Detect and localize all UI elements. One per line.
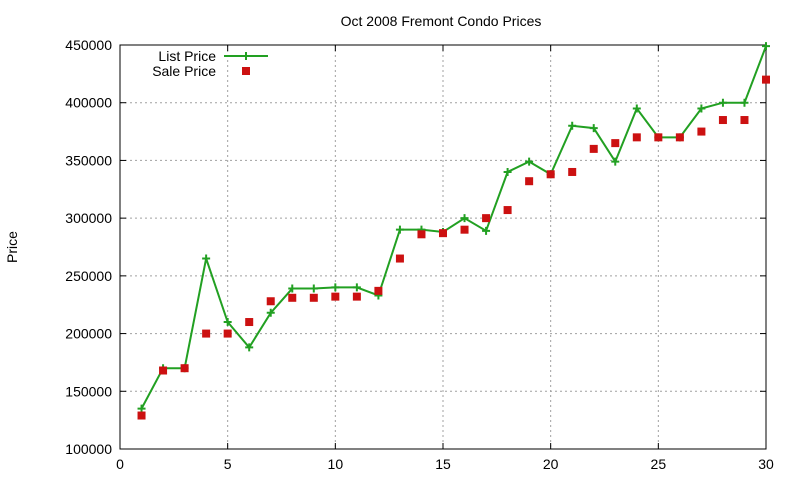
sale-price-point <box>331 292 340 301</box>
x-tick-label: 10 <box>328 456 344 472</box>
sale-price-point <box>137 411 146 420</box>
sale-price-point <box>202 329 211 338</box>
y-tick-label: 250000 <box>65 268 112 284</box>
sale-price-point <box>482 214 491 223</box>
y-tick-label: 200000 <box>65 326 112 342</box>
sale-price-point <box>439 229 447 238</box>
x-tick-label: 30 <box>758 456 774 472</box>
x-tick-label: 20 <box>543 456 559 472</box>
x-tick-label: 5 <box>224 456 232 472</box>
y-tick-label: 150000 <box>65 383 112 399</box>
plot-frame <box>119 44 767 450</box>
list-price-point <box>202 254 211 263</box>
sale-price-point <box>740 116 749 125</box>
sale-price-point <box>503 206 512 215</box>
sale-price-point <box>611 139 620 148</box>
list-price-point <box>352 283 361 292</box>
list-price-point <box>395 225 404 234</box>
list-price-point <box>740 98 749 107</box>
list-price-point <box>762 42 770 51</box>
sale-price-point <box>546 170 555 179</box>
sale-price-point <box>223 329 232 338</box>
series-layer <box>137 42 770 420</box>
grid-lines <box>120 45 766 449</box>
sale-price-point <box>395 254 404 263</box>
list-price-point <box>309 284 318 293</box>
x-tick-label: 15 <box>435 456 451 472</box>
sale-price-point <box>697 127 706 136</box>
list-price-point <box>137 404 146 413</box>
list-price-point <box>568 121 577 130</box>
sale-price-point <box>288 293 297 302</box>
sale-price-point <box>568 167 577 176</box>
legend-marker-list-price <box>242 52 250 60</box>
sale-price-point <box>762 75 770 84</box>
x-tick-label: 25 <box>651 456 667 472</box>
sale-price-point <box>460 225 469 234</box>
list-price-point <box>482 226 491 235</box>
sale-price-point <box>309 293 318 302</box>
y-tick-label: 350000 <box>65 152 112 168</box>
y-tick-label: 400000 <box>65 95 112 111</box>
y-axis-label: Price <box>4 231 20 263</box>
list-price-point <box>525 157 534 166</box>
y-tick-label: 450000 <box>65 37 112 53</box>
y-tick-label: 300000 <box>65 210 112 226</box>
sale-price-point <box>718 116 727 125</box>
sale-price-point <box>180 364 189 373</box>
list-price-point <box>331 283 340 292</box>
list-price-point <box>632 104 641 113</box>
sale-price-point <box>417 230 426 239</box>
sale-price-point <box>266 297 275 306</box>
sale-price-point <box>245 318 254 327</box>
sale-price-point <box>525 177 534 186</box>
sale-price-point <box>654 133 663 142</box>
list-price-point <box>589 124 598 133</box>
chart-title: Oct 2008 Fremont Condo Prices <box>341 13 542 29</box>
sale-price-point <box>374 286 383 295</box>
legend-label-sale-price: Sale Price <box>152 63 216 79</box>
sale-price-point <box>675 133 684 142</box>
list-price-point <box>611 157 620 166</box>
list-price-point <box>697 104 706 113</box>
legend: List Price Sale Price <box>152 48 268 79</box>
list-price-point <box>266 308 275 317</box>
sale-price-point <box>589 144 598 153</box>
sale-price-point <box>159 366 168 375</box>
sale-price-point <box>352 292 361 301</box>
list-price-point <box>288 284 297 293</box>
list-price-point <box>503 167 512 176</box>
list-price-point <box>718 98 727 107</box>
legend-label-list-price: List Price <box>158 48 216 64</box>
y-tick-label: 100000 <box>65 441 112 457</box>
list-price-point <box>223 318 232 327</box>
x-tick-label: 0 <box>116 456 124 472</box>
list-price-line <box>140 45 767 410</box>
list-price-point <box>460 214 469 223</box>
sale-price-point <box>632 133 641 142</box>
list-price-point <box>245 343 254 352</box>
legend-swatch-sale-price <box>242 67 250 75</box>
